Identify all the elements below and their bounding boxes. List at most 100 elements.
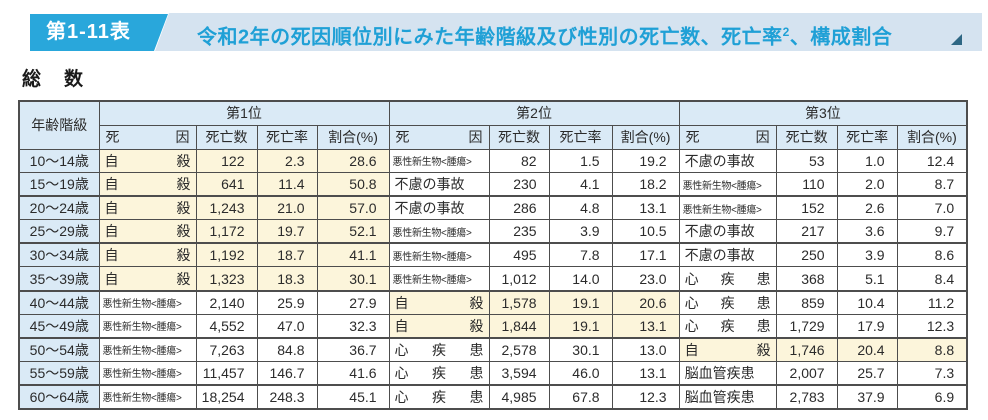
deaths-cell: 1,323: [195, 266, 258, 292]
deaths-cell: 1,012: [488, 266, 550, 292]
pct-cell: 13.1: [611, 195, 680, 221]
deaths-cell: 1,578: [488, 289, 550, 315]
cause-cell: 心疾患: [388, 360, 490, 386]
cause-cell: 悪性新生物<腫瘍>: [388, 219, 490, 244]
table-row: 40〜44歳 悪性新生物<腫瘍> 2,140 25.9 27.9 自殺 1,578 19.1 2…: [18, 289, 968, 315]
deaths-cell: 2,140: [195, 289, 258, 315]
rate-cell: 25.7: [836, 360, 898, 386]
cause-cell: 悪性新生物<腫瘍>: [388, 266, 490, 292]
deaths-cell: 368: [775, 266, 838, 292]
table-row: 15〜19歳自殺 641 11.4 50.8 不慮の事故 230 4.1 18.2 悪性新生物<…: [18, 172, 968, 197]
table-row: 10〜14歳自殺 122 2.3 28.6 悪性新生物<腫瘍> 82 1.5 19.2 不慮の事…: [18, 148, 968, 174]
rate-cell: 46.0: [548, 360, 613, 386]
cause-cell: 自殺: [98, 195, 197, 221]
age-group-cell: 35〜39歳: [18, 266, 100, 292]
pct-cell: 8.4: [896, 266, 968, 292]
age-group-cell: 20〜24歳: [18, 195, 100, 221]
cause-cell: 悪性新生物<腫瘍>: [98, 360, 197, 386]
page-title-main: 令和2年の死因順位別にみた年齢階級及び性別の死亡数、死亡率: [197, 26, 783, 49]
rate-cell: 2.0: [836, 172, 898, 197]
table-number-label: 第1-11表: [46, 21, 131, 43]
cause-cell: 悪性新生物<腫瘍>: [98, 313, 197, 339]
cause-cell: 悪性新生物<腫瘍>: [98, 289, 197, 315]
header-rank-1: 第1位: [98, 100, 390, 126]
rate-cell: 84.8: [256, 336, 318, 362]
rate-cell: 4.8: [548, 195, 613, 221]
header-pct-2: 割合(%): [611, 124, 680, 150]
cause-cell: 自殺: [98, 266, 197, 292]
age-group-cell: 40〜44歳: [18, 289, 100, 315]
rate-cell: 2.6: [836, 195, 898, 221]
pct-cell: 8.6: [896, 242, 968, 268]
pct-cell: 20.6: [611, 289, 680, 315]
cause-cell: 悪性新生物<腫瘍>: [388, 242, 490, 268]
age-group-cell: 15〜19歳: [18, 172, 100, 197]
rate-cell: 3.6: [836, 219, 898, 244]
header-rate-1: 死亡率: [256, 124, 318, 150]
age-group-cell: 60〜64歳: [18, 383, 100, 410]
pct-cell: 12.3: [611, 383, 680, 410]
rate-cell: 248.3: [256, 383, 318, 410]
deaths-cell: 122: [195, 148, 258, 174]
table-number-badge: 第1-11表: [30, 14, 168, 51]
table-row: 50〜54歳 悪性新生物<腫瘍> 7,263 84.8 36.7 心疾患 2,578 30.1…: [18, 336, 968, 362]
cause-of-death-table: 年齢階級 第1位 第2位 第3位 死因 死亡数 死亡率 割合(%) 死因 死亡数…: [18, 100, 969, 410]
pct-cell: 11.2: [896, 289, 968, 315]
header-deaths-3: 死亡数: [775, 124, 838, 150]
deaths-cell: 250: [775, 242, 838, 268]
pct-cell: 30.1: [316, 266, 390, 292]
cause-cell: 悪性新生物<腫瘍>: [388, 148, 490, 174]
rate-cell: 25.9: [256, 289, 318, 315]
rate-cell: 30.1: [548, 336, 613, 362]
page-title-tail: 、構成割合: [789, 26, 893, 49]
age-group-cell: 25〜29歳: [18, 219, 100, 244]
rate-cell: 67.8: [548, 383, 613, 410]
table-row: 35〜39歳自殺 1,323 18.3 30.1 悪性新生物<腫瘍> 1,012 14.0 2…: [18, 266, 968, 292]
pct-cell: 45.1: [316, 383, 390, 410]
cause-cell: 悪性新生物<腫瘍>: [98, 336, 197, 362]
cause-cell: 自殺: [98, 172, 197, 197]
rate-cell: 19.7: [256, 219, 318, 244]
rate-cell: 14.0: [548, 266, 613, 292]
age-group-cell: 10〜14歳: [18, 148, 100, 174]
pct-cell: 17.1: [611, 242, 680, 268]
header-cause-1: 死因: [98, 124, 197, 150]
deaths-cell: 7,263: [195, 336, 258, 362]
pct-cell: 52.1: [316, 219, 390, 244]
rate-cell: 5.1: [836, 266, 898, 292]
cause-cell: 心疾患: [678, 313, 777, 339]
cause-cell: 心疾患: [388, 383, 490, 410]
rate-cell: 11.4: [256, 172, 318, 197]
deaths-cell: 1,172: [195, 219, 258, 244]
pct-cell: 12.4: [896, 148, 968, 174]
deaths-cell: 641: [195, 172, 258, 197]
table-row: 30〜34歳自殺 1,192 18.7 41.1 悪性新生物<腫瘍> 495 7.8 17.1…: [18, 242, 968, 268]
rate-cell: 146.7: [256, 360, 318, 386]
header-rank-3: 第3位: [678, 100, 968, 126]
pct-cell: 32.3: [316, 313, 390, 339]
header-deaths-2: 死亡数: [488, 124, 550, 150]
rate-cell: 18.3: [256, 266, 318, 292]
deaths-cell: 82: [488, 148, 550, 174]
age-group-cell: 30〜34歳: [18, 242, 100, 268]
rate-cell: 2.3: [256, 148, 318, 174]
pct-cell: 7.3: [896, 360, 968, 386]
deaths-cell: 152: [775, 195, 838, 221]
pct-cell: 8.8: [896, 336, 968, 362]
page-title: 令和2年の死因順位別にみた年齢階級及び性別の死亡数、死亡率2、構成割合: [197, 13, 892, 51]
header-age-group: 年齢階級: [18, 100, 100, 150]
deaths-cell: 859: [775, 289, 838, 315]
cause-cell: 不慮の事故: [678, 148, 777, 174]
deaths-cell: 1,729: [775, 313, 838, 339]
page-title-superscript: 2: [782, 25, 790, 39]
header-rank-2: 第2位: [388, 100, 680, 126]
deaths-cell: 3,594: [488, 360, 550, 386]
age-group-cell: 50〜54歳: [18, 336, 100, 362]
table-row: 20〜24歳自殺 1,243 21.0 57.0 不慮の事故 286 4.8 13.1 悪性新生…: [18, 195, 968, 221]
rate-cell: 7.8: [548, 242, 613, 268]
pct-cell: 36.7: [316, 336, 390, 362]
age-group-cell: 45〜49歳: [18, 313, 100, 339]
rate-cell: 20.4: [836, 336, 898, 362]
deaths-cell: 1,844: [488, 313, 550, 339]
